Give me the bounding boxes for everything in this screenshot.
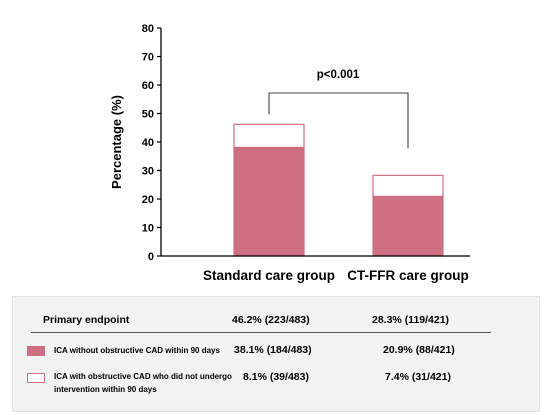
y-tick-label: 30 <box>142 166 154 178</box>
table-header-value-ct-ffr: 28.3% (119/421) <box>372 314 450 326</box>
bracket-line <box>268 92 409 149</box>
table-row-label: ICA with obstructive CAD who did not und… <box>54 372 232 381</box>
bar-segment-ica-no-intervention <box>372 174 444 198</box>
y-tick-label: 20 <box>142 194 154 206</box>
x-tick-label-ct-ffr-care: CT-FFR care group <box>347 268 469 283</box>
y-tick-label: 10 <box>142 223 154 235</box>
table-row-label: ICA without obstructive CAD within 90 da… <box>54 346 220 355</box>
x-tick-label-standard-care: Standard care group <box>203 268 335 283</box>
x-axis: Standard care group CT-FFR care group <box>161 255 470 283</box>
y-tick-label: 0 <box>148 251 154 263</box>
bar-segment-ica-no-intervention <box>233 123 305 149</box>
bar-segment-ica-without-obstructive-cad <box>233 146 305 257</box>
results-table: Primary endpoint 46.2% (223/483) 28.3% (… <box>12 296 540 412</box>
legend-swatch-filled <box>27 346 45 356</box>
bar-segment-ica-without-obstructive-cad <box>372 195 444 257</box>
table-row-label-line2: intervention within 90 days <box>54 385 157 394</box>
y-tick-label: 50 <box>142 109 154 121</box>
bar-chart: 0 10 20 30 40 50 60 70 80 p<0.001 Standard care … <box>109 23 470 283</box>
significance-bracket: p<0.001 <box>268 69 409 149</box>
legend-swatch-outline <box>27 373 45 383</box>
table-divider <box>31 332 491 333</box>
table-row-value-ct-ffr: 7.4% (31/421) <box>385 371 451 383</box>
y-tick-label: 70 <box>142 52 154 64</box>
table-row-value-standard: 8.1% (39/483) <box>243 371 309 383</box>
y-tick-label: 60 <box>142 80 154 92</box>
y-axis: 0 10 20 30 40 50 60 70 80 <box>142 23 162 263</box>
table-row-value-ct-ffr: 20.9% (88/421) <box>383 344 455 356</box>
p-value-annotation: p<0.001 <box>317 69 360 81</box>
table-row-value-standard: 38.1% (184/483) <box>234 344 312 356</box>
table-header-label: Primary endpoint <box>43 314 130 326</box>
bars <box>233 123 444 257</box>
y-tick-label: 80 <box>142 23 154 35</box>
table-header-value-standard: 46.2% (223/483) <box>232 314 310 326</box>
y-tick-label: 40 <box>142 137 154 149</box>
y-axis-label: Percentage (%) <box>109 95 124 189</box>
